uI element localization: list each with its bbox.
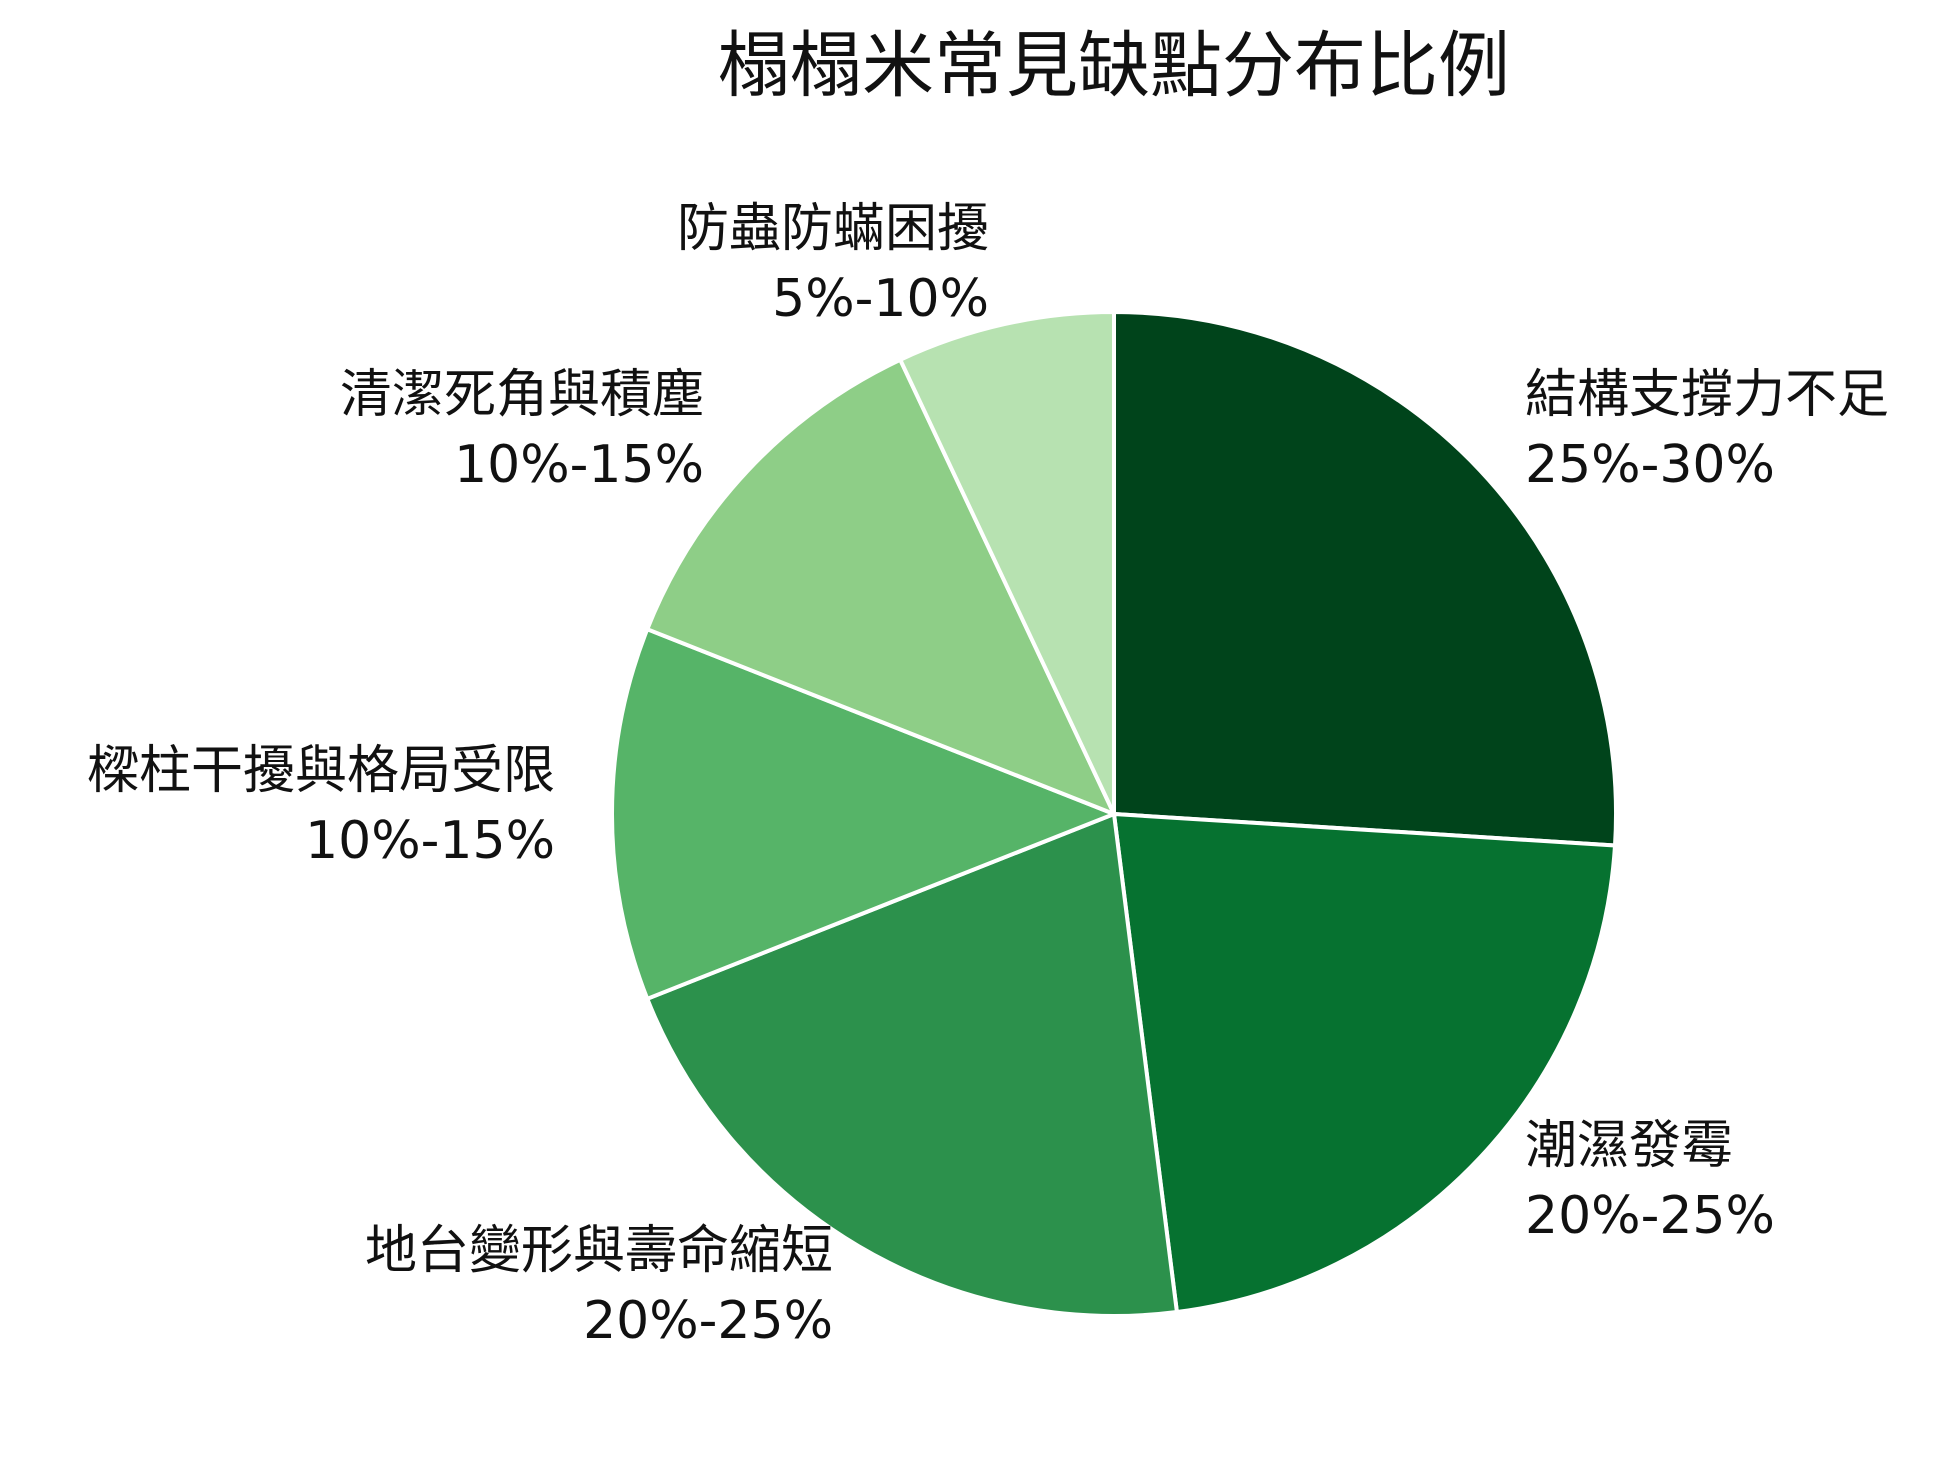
slice-value-label: 5%-10% [772, 269, 989, 329]
pie-slice [645, 812, 1179, 1318]
slice-label: 結構支撐力不足 [1525, 365, 1889, 425]
slice-label: 樑柱干擾與格局受限 [87, 741, 555, 801]
slice-value-label: 20%-25% [1525, 1186, 1775, 1246]
chart-title: 榻榻米常見缺點分布比例 [718, 24, 1510, 108]
pie-slice [645, 357, 1116, 816]
slice-label: 防蟲防蟎困擾 [677, 199, 989, 259]
slice-label: 潮濕發霉 [1525, 1116, 1733, 1176]
slice-value-label: 25%-30% [1525, 435, 1775, 495]
slice-label: 清潔死角與積塵 [340, 365, 704, 425]
slice-value-label: 20%-25% [583, 1291, 833, 1351]
slice-label: 地台變形與壽命縮短 [365, 1221, 833, 1281]
slice-value-label: 10%-15% [454, 435, 704, 495]
pie-slice [898, 310, 1116, 816]
pie-slice [1112, 310, 1618, 848]
pie-slice [1112, 812, 1618, 1315]
slice-value-label: 10%-15% [305, 811, 555, 871]
pie-slice [610, 627, 1116, 1001]
